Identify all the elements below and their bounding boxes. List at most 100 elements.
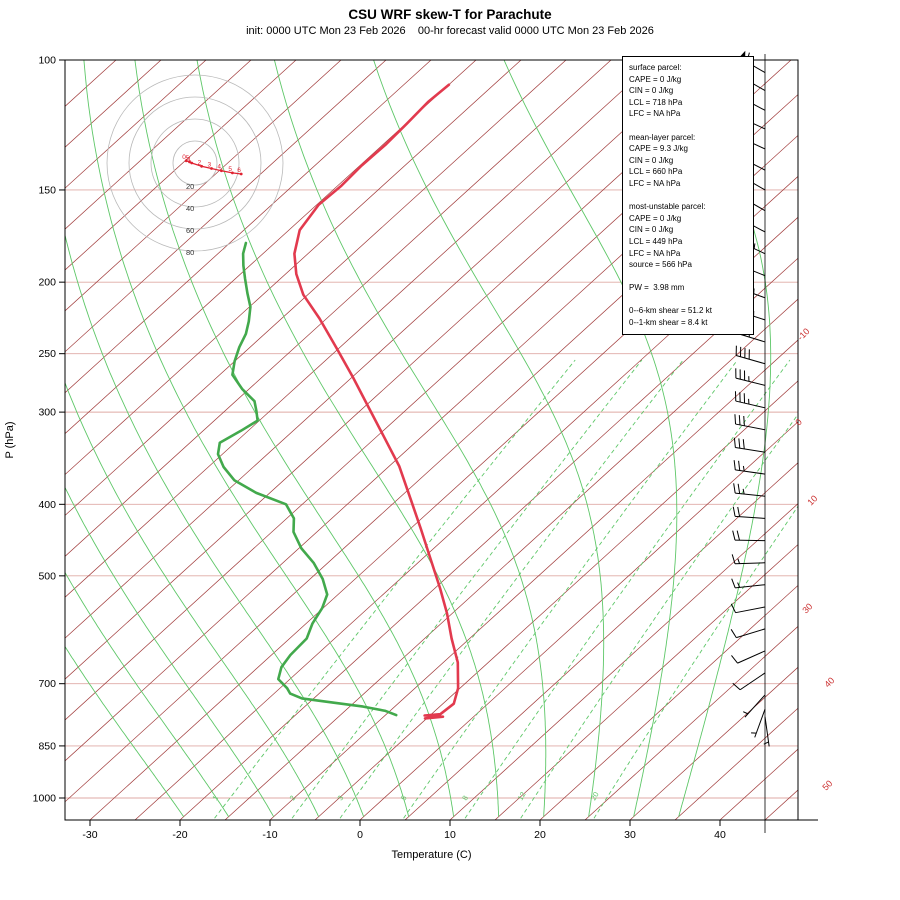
x-tick-label: -30 — [82, 829, 97, 841]
hodograph-point-label: 0 — [182, 154, 186, 161]
moist-adiabat-line — [373, 60, 605, 817]
isotherm-line — [65, 60, 657, 598]
wind-barb — [751, 709, 766, 738]
isotherm-line — [764, 789, 798, 820]
wind-barb — [732, 530, 766, 542]
isotherm-line — [65, 60, 342, 312]
moist-adiabat-line — [65, 571, 230, 817]
info-line: most-unstable parcel: — [629, 202, 706, 212]
hodograph-point — [184, 159, 188, 163]
mixing-ratio-label: 20 — [589, 790, 601, 802]
mixing-ratio-label: 3 — [335, 794, 345, 802]
wind-barb — [733, 483, 766, 497]
isotherm-line — [584, 625, 798, 820]
y-tick-label: 250 — [38, 348, 56, 360]
moist-adiabat-line — [65, 233, 365, 817]
isotherm-line — [65, 60, 747, 680]
wind-barb — [734, 414, 766, 431]
y-tick-label: 700 — [38, 678, 56, 690]
moist-adiabat-line — [677, 60, 772, 817]
info-line: CIN = 0 J/kg — [629, 225, 674, 235]
mixing-ratio-line — [403, 359, 738, 819]
moist-adiabat-line — [134, 60, 455, 817]
info-line: CAPE = 0 J/kg — [629, 74, 682, 84]
info-line: source = 566 hPa — [629, 260, 692, 270]
info-line: LFC = NA hPa — [629, 109, 681, 119]
y-tick-label: 100 — [38, 55, 56, 67]
wind-barb — [733, 437, 766, 453]
isotherm-line — [404, 462, 798, 820]
x-axis-title: Temperature (C) — [391, 849, 471, 861]
mixing-ratio-label: 1 — [210, 794, 220, 802]
moist-adiabat-line — [65, 645, 185, 817]
isotherm-line — [359, 421, 798, 820]
isotherm-edge-label: 10 — [805, 493, 819, 507]
hodograph-ring-label: 80 — [186, 248, 194, 257]
isotherm-line — [65, 60, 522, 476]
hodograph-point — [190, 161, 194, 165]
isotherm-line — [65, 60, 207, 189]
plot-area — [65, 60, 798, 820]
hodograph-ring-label: 60 — [186, 226, 194, 235]
hodograph-ring — [106, 74, 284, 252]
info-line — [629, 190, 747, 202]
hodograph-point — [231, 171, 234, 175]
isotherm-line — [65, 60, 297, 271]
wind-barb — [733, 460, 766, 475]
info-line: CIN = 0 J/kg — [629, 86, 674, 96]
info-line: LCL = 660 hPa — [629, 167, 683, 177]
isotherm-line — [629, 666, 798, 820]
isotherm-line — [224, 298, 798, 820]
isotherm-line — [65, 60, 387, 353]
mixing-ratio-line — [520, 413, 798, 819]
info-line: PW = 3.98 mm — [629, 283, 685, 293]
info-line: 0--1-km shear = 8.4 kt — [629, 318, 708, 328]
hodograph-point-label: 5 — [228, 166, 232, 173]
mixing-ratio-line — [593, 505, 798, 819]
info-line: LCL = 449 hPa — [629, 236, 683, 246]
chart-subtitle: init: 0000 UTC Mon 23 Feb 2026 00-hr for… — [246, 25, 654, 37]
isotherm-line — [65, 60, 117, 107]
moist-adiabat-line — [503, 60, 678, 817]
wind-barb — [734, 391, 766, 409]
hodograph-point — [239, 172, 243, 176]
mixing-ratio-line — [291, 359, 643, 819]
isotherm-line — [449, 503, 798, 820]
hodograph-point — [200, 164, 204, 168]
isotherm-line — [314, 380, 798, 820]
hodograph-point-label: 1 — [188, 156, 192, 163]
wind-barb — [730, 603, 766, 614]
wind-barb — [731, 554, 766, 565]
isotherm-line — [494, 544, 798, 820]
chart-title: CSU WRF skew-T for Parachute — [348, 7, 552, 22]
hodograph-point-label: 4 — [217, 164, 221, 171]
parcel-info-box: surface parcel: CAPE = 0 J/kg CIN = 0 J/kg… — [622, 56, 754, 335]
hodograph-ring — [172, 140, 218, 186]
x-tick-label: -20 — [172, 829, 187, 841]
x-tick-label: 0 — [357, 829, 363, 841]
isotherm-line — [65, 60, 612, 557]
y-tick-label: 300 — [38, 407, 56, 419]
isotherm-line — [65, 60, 702, 639]
hodograph-point-label: 3 — [208, 162, 212, 169]
wind-barb — [743, 694, 766, 718]
y-tick-label: 1000 — [33, 793, 57, 805]
temperature-trace — [293, 83, 460, 720]
mixing-ratio-line — [339, 359, 684, 819]
x-tick-label: 20 — [534, 829, 546, 841]
isotherm-edge-label: 0 — [793, 417, 804, 428]
y-tick-label: 850 — [38, 740, 56, 752]
info-line: LFC = NA hPa — [629, 178, 681, 188]
wind-barb — [763, 716, 770, 747]
hodograph-ring-label: 20 — [186, 182, 194, 191]
hodograph-point — [210, 167, 213, 170]
moist-adiabat-line — [65, 486, 275, 817]
info-line: 0--6-km shear = 51.2 kt — [629, 306, 712, 316]
info-line — [629, 294, 747, 306]
mixing-ratio-label: 2 — [288, 794, 298, 802]
info-line: CAPE = 9.3 J/kg — [629, 144, 688, 154]
y-tick-label: 150 — [38, 184, 56, 196]
x-tick-label: 40 — [714, 829, 726, 841]
